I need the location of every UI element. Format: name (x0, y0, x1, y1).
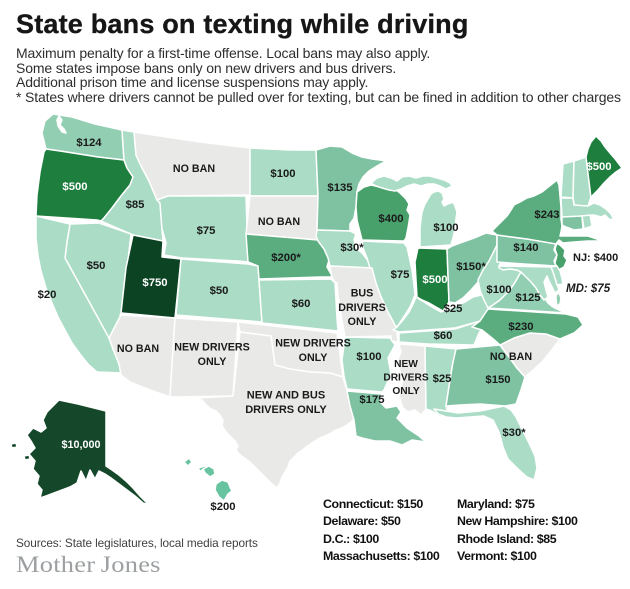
svg-text:$124: $124 (76, 137, 102, 149)
svg-text:ONLY: ONLY (198, 356, 227, 368)
svg-text:BUS: BUS (351, 288, 374, 300)
svg-text:DRIVERS ONLY: DRIVERS ONLY (245, 404, 327, 416)
svg-text:NEW AND BUS: NEW AND BUS (247, 390, 325, 402)
svg-text:$140: $140 (513, 242, 538, 254)
svg-text:$500: $500 (422, 274, 447, 286)
svg-text:NO BAN: NO BAN (173, 163, 215, 175)
svg-text:$20: $20 (38, 289, 57, 301)
svg-text:ONLY: ONLY (392, 386, 420, 397)
svg-text:NEW DRIVERS: NEW DRIVERS (174, 342, 249, 354)
svg-text:$30*: $30* (502, 427, 526, 439)
svg-text:$100: $100 (486, 284, 511, 296)
svg-text:NJ: $400: NJ: $400 (573, 252, 618, 264)
svg-text:$50: $50 (210, 285, 229, 297)
svg-text:NEW: NEW (394, 359, 418, 370)
svg-text:NO BAN: NO BAN (490, 351, 532, 363)
svg-text:DRIVERS: DRIVERS (383, 373, 428, 384)
svg-text:$135: $135 (327, 182, 352, 194)
svg-text:$400: $400 (378, 213, 403, 225)
svg-text:$500: $500 (586, 161, 611, 173)
svg-text:ONLY: ONLY (348, 316, 377, 328)
svg-text:$230: $230 (508, 321, 533, 333)
svg-text:ONLY: ONLY (299, 352, 328, 364)
svg-text:$60: $60 (434, 330, 453, 342)
svg-text:$30*: $30* (340, 242, 364, 254)
svg-text:NEW DRIVERS: NEW DRIVERS (275, 338, 350, 350)
svg-text:$200*: $200* (271, 252, 301, 264)
svg-text:$100: $100 (270, 168, 295, 180)
svg-text:$100: $100 (433, 222, 458, 234)
svg-text:$100: $100 (356, 351, 381, 363)
svg-text:$75: $75 (197, 225, 216, 237)
svg-text:$750: $750 (142, 277, 167, 289)
svg-text:$75: $75 (391, 269, 410, 281)
svg-text:$200: $200 (210, 501, 235, 513)
svg-text:$500: $500 (62, 181, 87, 193)
svg-text:$60: $60 (292, 298, 311, 310)
svg-text:NO BAN: NO BAN (258, 216, 300, 228)
svg-text:$85: $85 (126, 199, 145, 211)
svg-text:$125: $125 (515, 292, 540, 304)
svg-text:DRIVERS: DRIVERS (338, 302, 386, 314)
svg-text:$25: $25 (433, 373, 452, 385)
svg-text:NO BAN: NO BAN (117, 343, 159, 355)
svg-text:$243: $243 (534, 209, 559, 221)
svg-text:$150*: $150* (456, 261, 486, 273)
svg-text:$175: $175 (359, 394, 384, 406)
svg-text:$25: $25 (444, 303, 463, 315)
svg-text:$150: $150 (485, 374, 510, 386)
svg-text:$50: $50 (87, 260, 106, 272)
svg-text:MD: $75: MD: $75 (566, 283, 611, 295)
svg-text:$10,000: $10,000 (61, 439, 100, 451)
